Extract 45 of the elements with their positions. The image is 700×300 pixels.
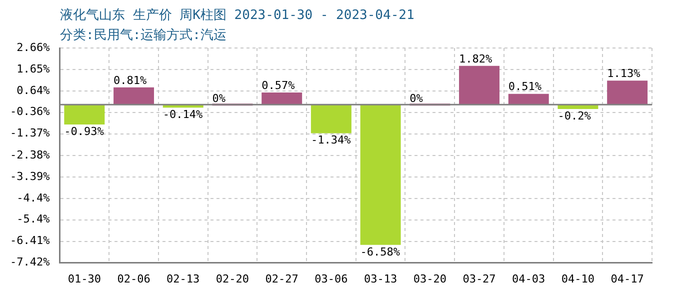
y-tick-label: -0.36% xyxy=(10,105,50,118)
data-label: 0.51% xyxy=(508,80,542,94)
chart-subtitle: 分类:民用气:运输方式:汽运 xyxy=(60,27,226,44)
x-tick-label: 04-17 xyxy=(610,272,644,286)
x-tick-label: 03-20 xyxy=(413,272,446,286)
data-label: -0.2% xyxy=(558,109,592,122)
x-tick-label: 03-06 xyxy=(314,272,348,286)
bar xyxy=(114,87,154,105)
x-tick-label: 02-13 xyxy=(166,272,200,286)
y-tick-label: -6.41% xyxy=(10,234,50,248)
data-label: -0.93% xyxy=(64,124,104,138)
y-tick-label: 1.65% xyxy=(16,62,50,76)
bar xyxy=(360,104,401,245)
bar xyxy=(459,66,500,105)
x-tick-label: 01-30 xyxy=(68,272,101,286)
bar xyxy=(508,94,549,105)
x-tick-label: 04-10 xyxy=(561,272,595,286)
x-tick-label: 03-13 xyxy=(364,272,398,286)
data-label: 0.81% xyxy=(114,74,148,87)
x-tick-label: 02-06 xyxy=(117,272,150,286)
data-label: -0.14% xyxy=(162,108,203,122)
chart-title: 液化气山东 生产价 周K柱图 2023-01-30 - 2023-04-21 xyxy=(60,7,414,24)
y-tick-label: 2.66% xyxy=(16,40,50,54)
x-tick-label: 03-27 xyxy=(462,272,496,286)
bar xyxy=(64,104,105,124)
y-tick-label: -7.42% xyxy=(10,256,50,269)
y-tick-label: -5.4% xyxy=(16,212,50,226)
x-tick-label: 04-03 xyxy=(512,272,546,286)
data-label: 1.82% xyxy=(459,52,493,66)
data-label: -6.58% xyxy=(360,245,400,258)
y-tick-label: -2.38% xyxy=(10,148,50,162)
y-tick-label: -1.37% xyxy=(10,126,50,140)
data-label: 0% xyxy=(212,92,226,106)
bar xyxy=(310,104,352,134)
x-tick-label: 02-27 xyxy=(265,272,298,286)
data-label: 0.57% xyxy=(262,78,296,92)
bar xyxy=(607,80,648,105)
data-label: -1.34% xyxy=(310,134,352,147)
data-label: 1.13% xyxy=(607,66,641,80)
bar xyxy=(262,92,302,105)
y-tick-label: -3.39% xyxy=(10,170,50,183)
x-tick-label: 02-20 xyxy=(216,272,250,286)
data-label: 0% xyxy=(410,92,424,106)
y-tick-label: 0.64% xyxy=(16,84,50,97)
y-tick-label: -4.4% xyxy=(16,191,50,204)
